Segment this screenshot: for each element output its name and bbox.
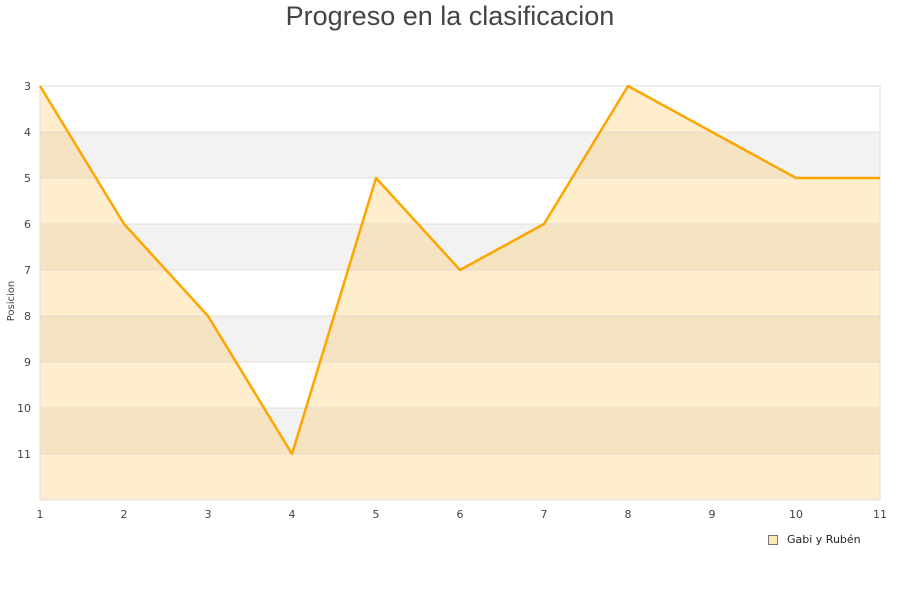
x-tick-label: 5 xyxy=(373,508,380,521)
y-tick-label: 4 xyxy=(24,126,31,139)
y-tick-label: 10 xyxy=(17,402,31,415)
x-tick-label: 10 xyxy=(789,508,803,521)
y-tick-label: 3 xyxy=(24,80,31,93)
x-tick-label: 11 xyxy=(873,508,887,521)
x-tick-label: 4 xyxy=(289,508,296,521)
x-tick-label: 8 xyxy=(625,508,632,521)
x-tick-label: 1 xyxy=(37,508,44,521)
x-tick-label: 3 xyxy=(205,508,212,521)
grid-band-under-area xyxy=(40,408,880,454)
y-tick-label: 5 xyxy=(24,172,31,185)
x-tick-label: 7 xyxy=(541,508,548,521)
x-tick-label: 9 xyxy=(709,508,716,521)
series-area xyxy=(40,86,880,500)
y-tick-label: 11 xyxy=(17,448,31,461)
x-tick-label: 2 xyxy=(121,508,128,521)
x-tick-label: 6 xyxy=(457,508,464,521)
y-tick-label: 6 xyxy=(24,218,31,231)
series-line xyxy=(38,84,880,456)
legend-swatch xyxy=(768,534,778,545)
legend-label: Gabi y Rubén xyxy=(787,533,861,546)
y-axis-label: Posicion xyxy=(6,281,17,322)
y-tick-label: 9 xyxy=(24,356,31,369)
chart-title: Progreso en la clasificacion xyxy=(285,1,615,31)
y-tick-label: 8 xyxy=(24,310,31,323)
legend: Gabi y Rubén xyxy=(768,533,861,546)
plot-frame xyxy=(39,85,881,501)
y-tick-label: 7 xyxy=(24,264,31,277)
grid-band-under-area xyxy=(40,316,880,362)
